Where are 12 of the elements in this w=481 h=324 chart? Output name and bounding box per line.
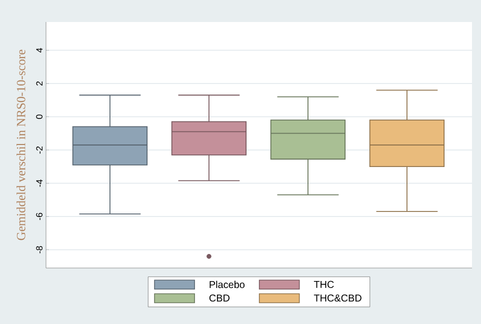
legend-label: THC <box>314 280 334 288</box>
legend-label: CBD <box>209 294 230 302</box>
y-tick-label: 0 <box>36 114 42 119</box>
y-tick-label: 2 <box>36 81 42 86</box>
y-axis-title: Gemiddeld verschil in NRS0-10-score <box>16 50 26 240</box>
legend-label: THC&CBD <box>314 294 362 302</box>
y-tick-label: -8 <box>36 246 42 254</box>
y-tick-label: -2 <box>36 146 42 154</box>
y-tick-label: 4 <box>36 48 42 53</box>
y-tick-label: -6 <box>36 212 42 220</box>
legend-label: Placebo <box>210 280 245 288</box>
y-tick-label: -4 <box>36 180 42 187</box>
